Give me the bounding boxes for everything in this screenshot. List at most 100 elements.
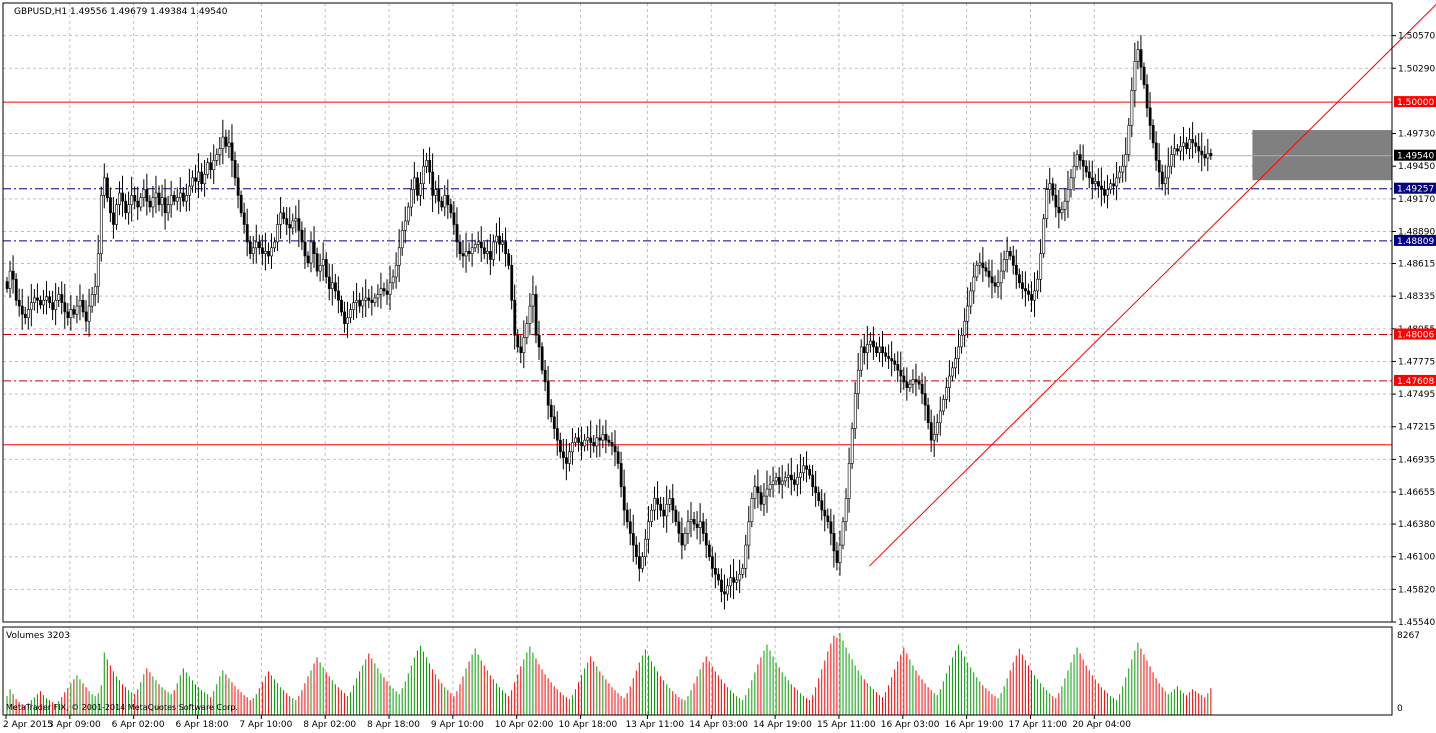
x-tick-label: 20 Apr 04:00 [1072, 720, 1131, 730]
candle-body [884, 352, 888, 357]
candle-body [862, 346, 866, 354]
candle-body [583, 439, 587, 447]
candle-body [476, 241, 480, 245]
candle-body [440, 200, 444, 208]
candle-body [662, 509, 666, 517]
x-tick-label: 16 Apr 19:00 [945, 720, 1004, 730]
candle-body [1002, 259, 1006, 272]
candle-body [446, 195, 450, 205]
candle-body [689, 519, 693, 523]
candle-body [60, 294, 64, 303]
y-tick-label: 1.46655 [1398, 488, 1435, 498]
candle-body [707, 544, 711, 558]
candle-body [288, 224, 292, 229]
y-tick-label: 1.45820 [1398, 585, 1435, 595]
candle-body [425, 160, 429, 167]
candle-body [644, 538, 647, 558]
candle-body [48, 296, 52, 303]
candle-body [993, 282, 997, 287]
candle-body [406, 206, 410, 222]
candle-body [601, 434, 605, 441]
candle-body [580, 442, 584, 447]
candle-body [552, 416, 556, 429]
candle-body [470, 247, 474, 254]
candle-body [248, 241, 252, 254]
candle-body [756, 486, 760, 493]
candle-body [1100, 185, 1103, 190]
x-tick-label: 14 Apr 03:00 [689, 720, 748, 730]
candle-body [473, 244, 477, 249]
candle-body [771, 480, 775, 485]
y-tick-label: 1.47215 [1398, 423, 1435, 433]
candle-body [133, 195, 137, 202]
candle-body [124, 200, 128, 214]
candle-body [166, 204, 170, 214]
candle-body [1124, 154, 1128, 167]
candle-body [200, 171, 204, 184]
candle-body [172, 195, 176, 202]
candle-body [1081, 160, 1085, 167]
candle-body [270, 247, 273, 257]
candle-body [416, 177, 419, 196]
candle-body [765, 488, 769, 497]
candle-body [434, 189, 438, 196]
candle-body [741, 568, 745, 575]
candle-body [1036, 278, 1040, 292]
candle-body [1030, 294, 1033, 301]
candle-body [634, 544, 638, 558]
candle-body [1176, 148, 1179, 152]
candle-body [589, 437, 593, 443]
candle-body [677, 521, 681, 534]
candle-body [169, 195, 173, 205]
candle-body [188, 185, 191, 196]
candle-body [1024, 288, 1027, 292]
candle-body [881, 346, 885, 354]
candle-body [1170, 154, 1173, 167]
candle-body [750, 498, 754, 523]
candle-body [479, 241, 483, 249]
candle-body [610, 442, 614, 447]
trendline[interactable] [869, 3, 1436, 567]
candle-body [1112, 183, 1116, 187]
candle-body [51, 302, 55, 310]
candle-body [1200, 150, 1204, 155]
candle-body [1060, 209, 1064, 214]
candle-body [1154, 142, 1158, 161]
candle-body [151, 197, 155, 208]
candle-body [358, 299, 362, 307]
candle-body [902, 375, 906, 383]
candle-body [297, 218, 301, 231]
candle-body [343, 311, 346, 324]
candle-body [641, 556, 644, 569]
candle-body [346, 317, 349, 324]
candle-body [723, 591, 726, 595]
candle-body [656, 498, 660, 505]
candle-body [926, 404, 930, 423]
candle-body [382, 288, 386, 292]
candle-body [622, 486, 626, 511]
candle-body [1145, 84, 1149, 109]
candle-body [1063, 200, 1067, 210]
candle-body [1197, 146, 1201, 152]
candle-body [534, 294, 538, 336]
candle-body [1173, 148, 1176, 155]
candle-body [340, 299, 343, 313]
candle-body [312, 241, 316, 254]
candle-body [467, 250, 471, 254]
candle-body [264, 250, 267, 254]
candle-body [422, 165, 425, 184]
candle-body [63, 302, 67, 313]
candle-body [121, 192, 125, 202]
candle-body [391, 276, 395, 284]
candle-body [57, 294, 61, 301]
candle-body [525, 323, 529, 338]
candle-body [859, 346, 863, 371]
candle-body [555, 428, 559, 441]
candle-body [291, 220, 295, 229]
candle-body [695, 523, 699, 528]
x-tick-label: 10 Apr 02:00 [495, 720, 554, 730]
candle-body [948, 375, 951, 388]
candle-body [531, 294, 535, 307]
x-tick-label: 13 Apr 11:00 [625, 720, 684, 730]
